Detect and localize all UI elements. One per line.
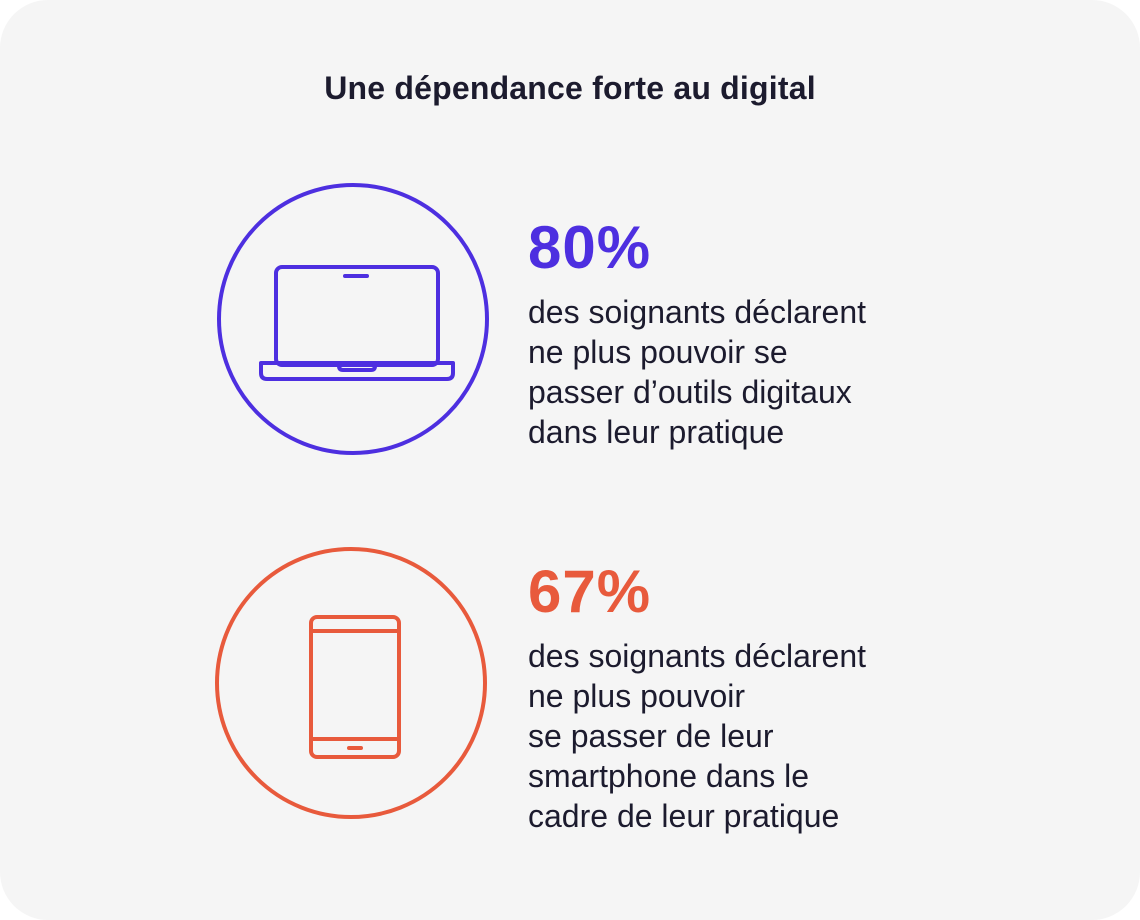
stat-line: ne plus pouvoir se [528, 334, 788, 370]
smartphone-circle [215, 547, 487, 819]
stat-value: 80% [528, 214, 652, 281]
laptop-circle [217, 183, 489, 455]
stat-line: passer d’outils digitaux [528, 374, 852, 410]
infographic-title: Une dépendance forte au digital [324, 70, 816, 106]
stat-description: des soignants déclarent ne plus pouvoir … [528, 636, 866, 836]
stat-line: cadre de leur pratique [528, 798, 840, 834]
stat-line: smartphone dans le [528, 758, 810, 794]
stat-smartphone: 67% des soignants déclarent ne plus pouv… [528, 562, 866, 836]
smartphone-icon [309, 615, 401, 759]
laptop-icon [259, 265, 455, 381]
stat-description: des soignants déclarent ne plus pouvoir … [528, 292, 866, 452]
stat-line: des soignants déclarent [528, 638, 866, 674]
stat-line: se passer de leur [528, 718, 774, 754]
stat-value: 67% [528, 558, 652, 625]
stat-line: dans leur pratique [528, 414, 785, 450]
stat-line: ne plus pouvoir [528, 678, 746, 714]
stat-line: des soignants déclarent [528, 294, 866, 330]
stat-laptop: 80% des soignants déclarent ne plus pouv… [528, 218, 866, 452]
